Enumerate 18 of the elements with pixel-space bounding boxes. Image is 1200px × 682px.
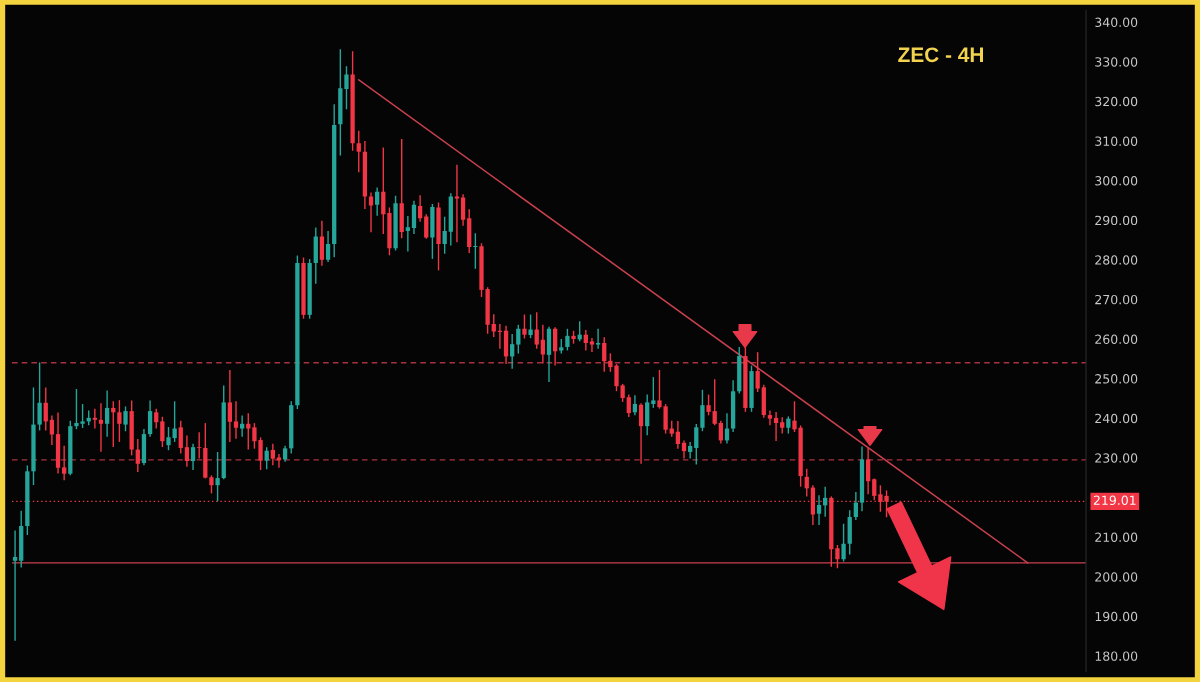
y-tick-label: 290.00 — [1095, 215, 1138, 226]
y-tick-label: 320.00 — [1095, 96, 1138, 107]
y-tick-label: 330.00 — [1095, 57, 1138, 67]
text: ZEC - 4H — [898, 47, 984, 63]
y-tick-label: 340.00 — [1095, 17, 1138, 28]
y-tick-label: 300.00 — [1095, 176, 1138, 186]
y-tick-label: 200.00 — [1095, 572, 1138, 582]
y-tick-label: 210.00 — [1095, 532, 1138, 543]
y-tick-label: 190.00 — [1095, 611, 1138, 622]
y-tick-label: 240.00 — [1095, 413, 1138, 424]
y-tick-label: 250.00 — [1095, 374, 1138, 384]
y-tick-label: 310.00 — [1095, 136, 1138, 146]
y-tick-label: 260.00 — [1095, 334, 1138, 344]
y-tick-label: 180.00 — [1095, 651, 1138, 661]
y-tick-label: 280.00 — [1095, 255, 1138, 265]
y-tick-label: 230.00 — [1095, 453, 1138, 463]
y-tick-label: 270.00 — [1095, 294, 1138, 305]
ref-line-label: 219.01 — [1093, 495, 1136, 506]
